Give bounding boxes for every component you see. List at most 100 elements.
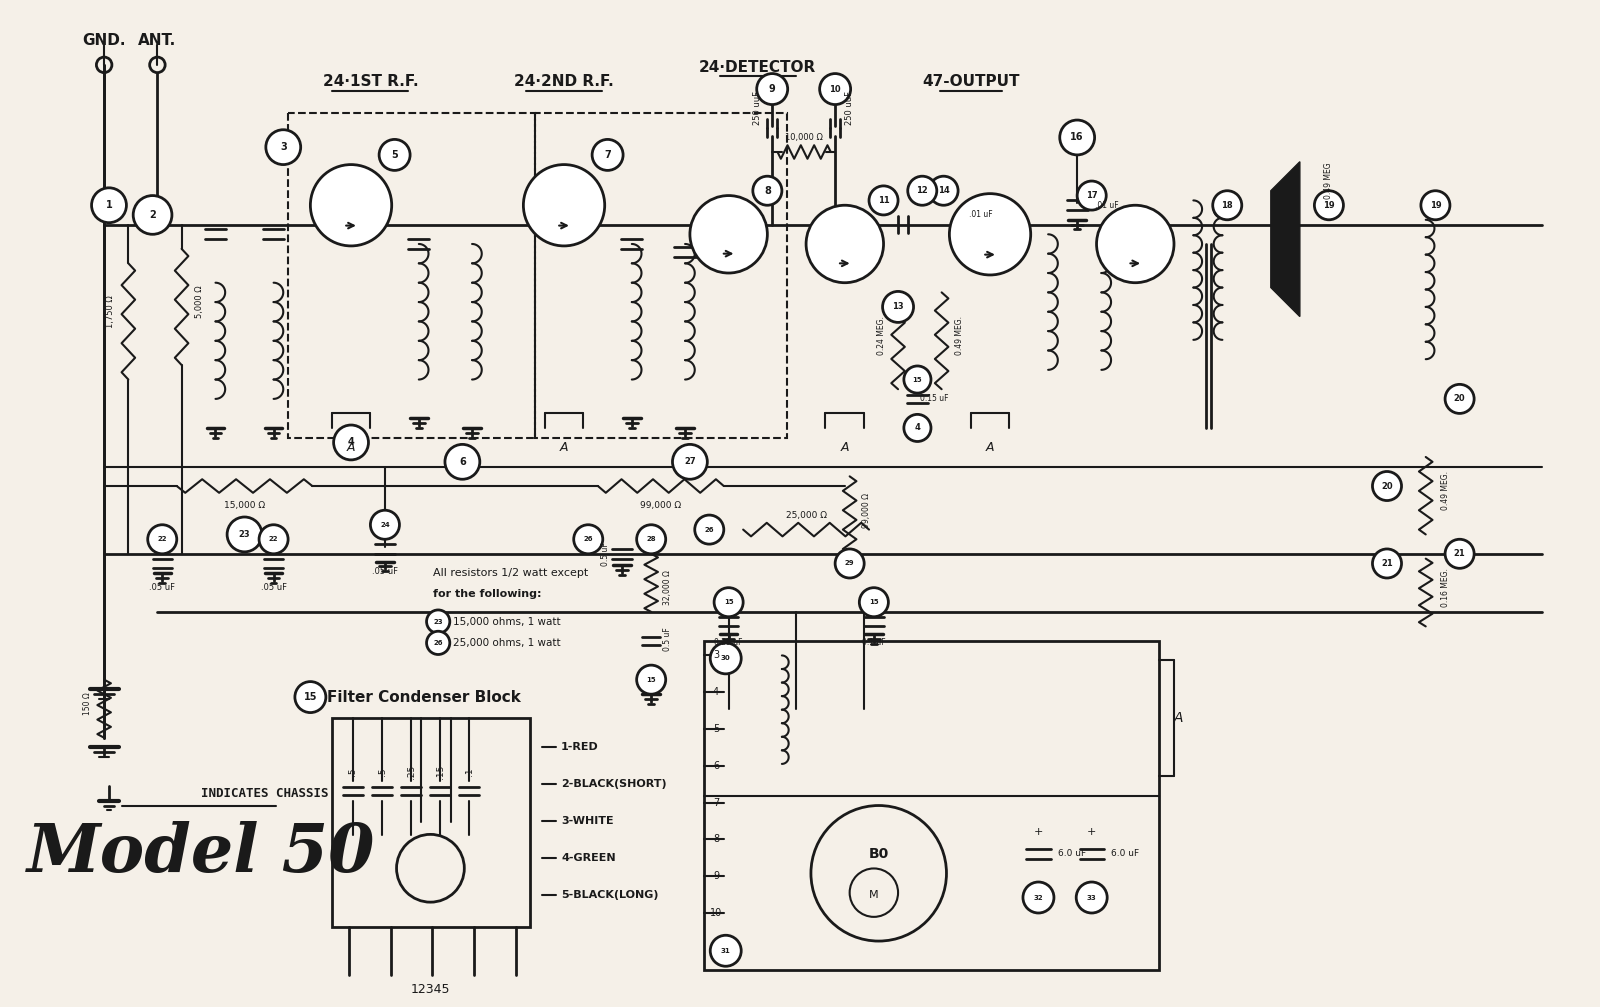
Text: 15,000 Ω: 15,000 Ω xyxy=(224,500,266,510)
Text: INDICATES CHASSIS: INDICATES CHASSIS xyxy=(202,787,328,801)
Circle shape xyxy=(147,525,176,554)
Text: 8: 8 xyxy=(714,835,718,845)
Circle shape xyxy=(379,139,410,170)
Text: 32,000 Ω: 32,000 Ω xyxy=(662,570,672,605)
Circle shape xyxy=(266,130,301,164)
Text: 12: 12 xyxy=(917,186,928,195)
Text: 10,000 Ω: 10,000 Ω xyxy=(786,133,822,142)
Text: 32: 32 xyxy=(1034,894,1043,900)
Circle shape xyxy=(574,525,603,554)
Circle shape xyxy=(672,444,707,479)
Text: 10: 10 xyxy=(829,85,842,94)
Text: +: + xyxy=(1034,827,1043,837)
Text: 31: 31 xyxy=(722,948,731,954)
Text: 1,750 Ω: 1,750 Ω xyxy=(107,295,115,328)
Text: 6: 6 xyxy=(459,457,466,467)
Text: 24: 24 xyxy=(381,522,390,528)
Text: 4: 4 xyxy=(714,687,718,697)
Text: A: A xyxy=(1174,711,1184,725)
Text: 250 uuF: 250 uuF xyxy=(845,92,854,126)
Circle shape xyxy=(294,682,326,713)
Text: 3: 3 xyxy=(280,142,286,152)
Text: 2: 2 xyxy=(149,209,155,220)
Text: 15: 15 xyxy=(646,677,656,683)
Text: 1-RED: 1-RED xyxy=(562,742,598,752)
Text: A: A xyxy=(986,441,994,454)
Text: 0.5 uF: 0.5 uF xyxy=(662,627,672,651)
Text: A: A xyxy=(560,441,568,454)
Circle shape xyxy=(371,511,400,540)
Text: 0.5 uF: 0.5 uF xyxy=(602,542,610,566)
Text: 26: 26 xyxy=(704,527,714,533)
Text: 26: 26 xyxy=(584,537,594,543)
Circle shape xyxy=(819,74,851,105)
Text: 12345: 12345 xyxy=(411,983,450,996)
Text: 17: 17 xyxy=(1086,191,1098,200)
Text: for the following:: for the following: xyxy=(434,589,542,599)
Text: ANT.: ANT. xyxy=(138,33,176,48)
Text: GND.: GND. xyxy=(83,33,126,48)
Circle shape xyxy=(1445,540,1474,568)
Text: 19: 19 xyxy=(1429,200,1442,209)
Text: 47-OUTPUT: 47-OUTPUT xyxy=(922,75,1019,89)
Text: 0.15 uF: 0.15 uF xyxy=(920,395,949,404)
Text: 5: 5 xyxy=(392,150,398,160)
Text: .01 uF: .01 uF xyxy=(1094,200,1118,209)
Text: 5: 5 xyxy=(714,724,718,734)
Circle shape xyxy=(859,588,888,616)
Circle shape xyxy=(310,164,392,246)
Text: 23: 23 xyxy=(238,530,250,539)
Text: M: M xyxy=(869,889,878,899)
Circle shape xyxy=(1373,549,1402,578)
Circle shape xyxy=(523,164,605,246)
Text: 33: 33 xyxy=(1086,894,1096,900)
Text: 14: 14 xyxy=(938,186,949,195)
Text: 4-GREEN: 4-GREEN xyxy=(562,853,616,863)
Text: Model 50: Model 50 xyxy=(27,822,376,886)
Text: All resistors 1/2 watt except: All resistors 1/2 watt except xyxy=(434,568,589,578)
Text: 15,000 ohms, 1 watt: 15,000 ohms, 1 watt xyxy=(453,616,560,626)
Circle shape xyxy=(1421,190,1450,220)
Text: B0: B0 xyxy=(869,847,890,861)
Circle shape xyxy=(637,666,666,694)
Text: 11: 11 xyxy=(878,196,890,204)
Text: 25,000 ohms, 1 watt: 25,000 ohms, 1 watt xyxy=(453,637,560,648)
Circle shape xyxy=(1059,120,1094,155)
Circle shape xyxy=(806,205,883,283)
Text: 6.0 uF: 6.0 uF xyxy=(1110,850,1139,858)
Circle shape xyxy=(1077,882,1107,913)
Circle shape xyxy=(1373,471,1402,500)
Circle shape xyxy=(904,414,931,441)
Text: 23: 23 xyxy=(434,618,443,624)
Text: 24·1ST R.F.: 24·1ST R.F. xyxy=(323,75,418,89)
Circle shape xyxy=(869,186,898,214)
Circle shape xyxy=(1213,190,1242,220)
Text: 15: 15 xyxy=(723,599,733,605)
Text: 1: 1 xyxy=(106,200,112,210)
Text: .15: .15 xyxy=(435,764,445,778)
Text: 15: 15 xyxy=(869,599,878,605)
Text: 4: 4 xyxy=(347,437,355,447)
Text: 0.25 uF: 0.25 uF xyxy=(714,638,742,648)
Circle shape xyxy=(710,642,741,674)
Polygon shape xyxy=(1270,162,1299,316)
Circle shape xyxy=(427,631,450,655)
Circle shape xyxy=(1077,181,1106,210)
Text: 7: 7 xyxy=(714,798,718,808)
Text: 20: 20 xyxy=(1454,395,1466,404)
Text: 3: 3 xyxy=(714,651,718,661)
Bar xyxy=(704,640,1160,970)
Text: .1: .1 xyxy=(464,767,474,776)
Text: 99,000 Ω: 99,000 Ω xyxy=(640,500,682,510)
Text: 20: 20 xyxy=(1381,481,1394,490)
Circle shape xyxy=(907,176,936,205)
Text: 30: 30 xyxy=(722,656,731,662)
Circle shape xyxy=(259,525,288,554)
Text: 21: 21 xyxy=(1381,559,1394,568)
Text: .05 uF: .05 uF xyxy=(371,567,398,576)
Text: Filter Condenser Block: Filter Condenser Block xyxy=(326,690,520,705)
Text: 28: 28 xyxy=(646,537,656,543)
Text: 8: 8 xyxy=(763,185,771,195)
Text: 2-BLACK(SHORT): 2-BLACK(SHORT) xyxy=(562,779,667,789)
Text: .5: .5 xyxy=(349,767,357,776)
